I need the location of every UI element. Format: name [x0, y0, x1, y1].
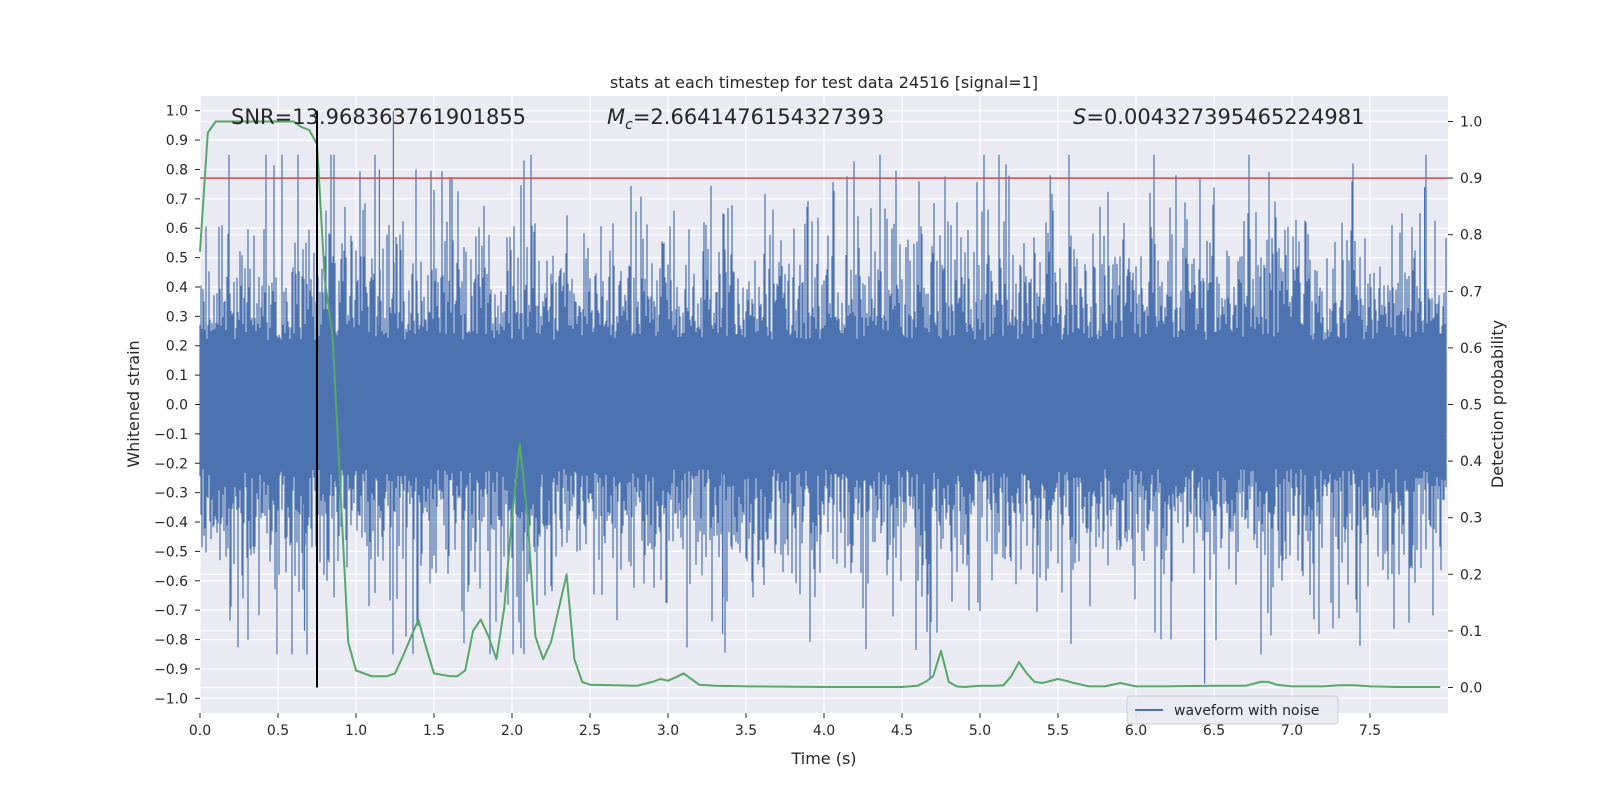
y-tick-label-right: 0.5 — [1460, 398, 1482, 414]
y-tick-label-left: 0.8 — [166, 162, 188, 178]
y-tick-label-left: 1.0 — [166, 104, 188, 120]
y-tick-label-left: 0.1 — [166, 368, 188, 384]
y-axis-label-right: Detection probability — [1488, 320, 1507, 488]
y-tick-label-left: −0.4 — [154, 515, 188, 531]
x-tick-label: 1.0 — [345, 723, 367, 739]
legend: waveform with noise — [1126, 695, 1339, 725]
y-tick-label-right: 1.0 — [1460, 114, 1482, 130]
y-tick-label-left: 0.6 — [166, 221, 188, 237]
y-tick-label-left: 0.4 — [166, 280, 188, 296]
x-tick-label: 4.5 — [891, 723, 913, 739]
x-tick-label: 2.5 — [579, 723, 601, 739]
snr-annotation: SNR=13.968363761901855 — [231, 105, 526, 129]
y-tick-label-left: −0.9 — [154, 662, 188, 678]
y-tick-label-right: 0.9 — [1460, 171, 1482, 187]
y-tick-label-right: 0.4 — [1460, 454, 1482, 470]
x-tick-label: 5.0 — [969, 723, 991, 739]
y-tick-label-left: 0.2 — [166, 339, 188, 355]
mc-subscript: c — [625, 117, 633, 133]
x-axis-label: Time (s) — [790, 749, 856, 768]
x-tick-label: 2.0 — [501, 723, 523, 739]
x-tick-label: 6.0 — [1125, 723, 1147, 739]
x-tick-label: 0.5 — [267, 723, 289, 739]
y-tick-label-left: 0.5 — [166, 251, 188, 267]
x-tick-label: 1.5 — [423, 723, 445, 739]
x-tick-label: 7.5 — [1359, 723, 1381, 739]
s-annotation: S=0.004327395465224981 — [1073, 105, 1364, 129]
x-tick-label: 5.5 — [1047, 723, 1069, 739]
probability-series — [199, 120, 1441, 688]
y-tick-label-left: −0.8 — [154, 633, 188, 649]
y-tick-label-left: −0.5 — [154, 544, 188, 560]
y-tick-label-left: −0.2 — [154, 456, 188, 472]
y-tick-label-right: 0.2 — [1460, 567, 1482, 583]
y-tick-label-left: −0.6 — [154, 574, 188, 590]
y-tick-label-right: 0.3 — [1460, 511, 1482, 527]
mc-annotation: Mc=2.6641476154327393 — [607, 105, 884, 133]
x-tick-label: 3.0 — [657, 723, 679, 739]
y-tick-label-left: −1.0 — [154, 691, 188, 707]
y-tick-label-left: 0.0 — [166, 398, 188, 414]
legend-box — [1126, 695, 1339, 725]
y-tick-label-left: −0.3 — [154, 486, 188, 502]
y-tick-label-right: 0.7 — [1460, 284, 1482, 300]
y-ticks-left: 1.0 0.9 0.8 0.7 0.6 0.5 0.4 0.3 0.2 0.1 0.0 −0.1 −0.… — [154, 104, 200, 707]
y-tick-label-left: 0.7 — [166, 192, 188, 208]
x-tick-label: 0.0 — [189, 723, 211, 739]
x-ticks: 0.0 0.5 1.0 1.5 2.0 2.5 3.0 3.5 4.0 4.5 5.0 5.5 6.0 6… — [189, 713, 1381, 739]
s-value: =0.004327395465224981 — [1086, 105, 1364, 129]
x-tick-label: 6.5 — [1203, 723, 1225, 739]
y-tick-label-left: 0.3 — [166, 309, 188, 325]
mc-symbol: M — [607, 105, 625, 129]
waveform-series — [199, 110, 1447, 684]
x-tick-label: 7.0 — [1281, 723, 1303, 739]
x-tick-label: 4.0 — [813, 723, 835, 739]
s-symbol: S — [1073, 105, 1086, 129]
waveform-core — [200, 339, 1447, 470]
y-axis-label-left: Whitened strain — [124, 340, 143, 467]
y-tick-label-right: 0.1 — [1460, 624, 1482, 640]
x-tick-label: 3.5 — [735, 723, 757, 739]
y-ticks-right: 1.0 0.9 0.8 0.7 0.6 0.5 0.4 0.3 0.2 0.1 0.0 — [1448, 114, 1482, 697]
legend-entry: waveform with noise — [1174, 703, 1319, 719]
y-tick-label-right: 0.8 — [1460, 228, 1482, 244]
y-tick-label-right: 0.0 — [1460, 681, 1482, 697]
y-tick-label-left: 0.9 — [166, 133, 188, 149]
y-tick-label-right: 0.6 — [1460, 341, 1482, 357]
y-tick-label-left: −0.1 — [154, 427, 188, 443]
mc-value: =2.6641476154327393 — [633, 105, 884, 129]
chart-title: stats at each timestep for test data 245… — [610, 73, 1038, 92]
y-tick-label-left: −0.7 — [154, 603, 188, 619]
